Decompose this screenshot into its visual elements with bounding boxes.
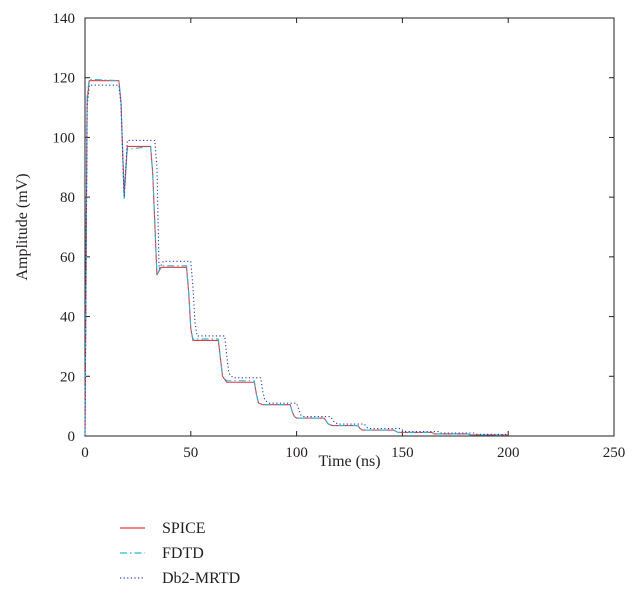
y-tick-label: 120 [53,71,76,87]
y-tick-label: 80 [60,190,75,206]
y-tick-label: 100 [53,130,76,146]
x-tick-label: 250 [603,445,626,461]
axis-ticks: 0 50 100 150 200 250 0 20 40 60 80 100 120 140 [53,11,626,461]
series-line-db2-mrtd [84,84,509,437]
legend-label: FDTD [162,545,204,562]
plot-series [84,78,509,437]
legend-label: SPICE [162,520,206,537]
x-axis-title: Time (ns) [318,453,380,470]
y-tick-label: 60 [60,250,75,266]
y-axis-title: Amplitude (mV) [14,173,31,280]
series-line-fdtd [84,78,509,437]
y-tick-label: 140 [53,11,76,27]
legend: SPICE FDTD Db2-MRTD [120,520,240,587]
x-tick-label: 100 [285,445,308,461]
x-tick-label: 150 [391,445,414,461]
legend-label: Db2-MRTD [162,570,240,587]
plot-frame [84,17,615,437]
y-tick-label: 20 [60,369,75,385]
x-tick-label: 50 [183,445,198,461]
y-tick-label: 0 [68,429,76,445]
x-tick-label: 200 [497,445,520,461]
x-tick-label: 0 [81,445,89,461]
y-tick-label: 40 [60,310,75,326]
series-line-spice [84,80,509,437]
